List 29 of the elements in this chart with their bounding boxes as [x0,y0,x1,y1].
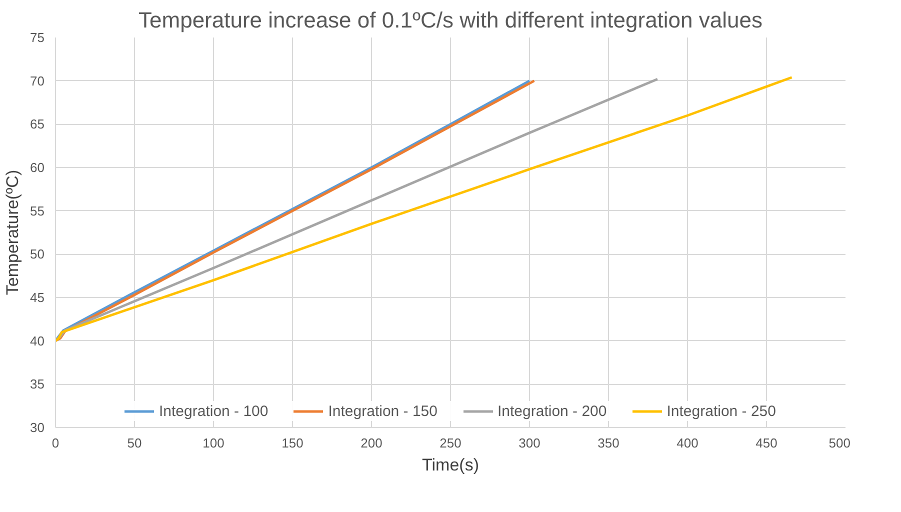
x-tick-label: 100 [202,436,224,450]
x-tick-label: 50 [127,436,142,450]
y-tick-label: 55 [30,203,45,218]
y-tick-label: 30 [30,420,45,435]
y-tick-label: 75 [30,30,45,45]
y-tick-label: 60 [30,160,45,175]
x-tick-label: 500 [828,436,851,450]
y-tick-label: 50 [30,246,45,262]
x-tick-label: 250 [440,436,462,450]
x-tick-label: 400 [676,436,698,450]
x-tick-label: 450 [756,436,778,450]
line-series [56,76,794,342]
y-tick-label: 65 [30,116,45,132]
x-axis-title: Time(s) [422,456,479,474]
x-tick-label: 350 [598,436,620,450]
x-tick-label: 200 [360,436,382,450]
legend-label: Integration - 100 [159,402,268,420]
x-tick-label: 300 [518,436,540,450]
x-tick-label: 0 [52,436,60,450]
x-tick-label: 150 [282,436,304,450]
chart-title: Temperature increase of 0.1ºC/s with different integration values [138,8,762,32]
y-tick-label: 70 [30,73,45,88]
y-axis-title: Temperature(ºC) [3,170,22,296]
y-tick-label: 45 [30,290,45,305]
legend-label: Integration - 150 [328,402,438,420]
y-tick-label: 40 [30,333,45,348]
legend-label: Integration - 200 [498,402,607,420]
y-tick-label: 35 [30,376,45,392]
legend-label: Integration - 250 [666,402,776,420]
